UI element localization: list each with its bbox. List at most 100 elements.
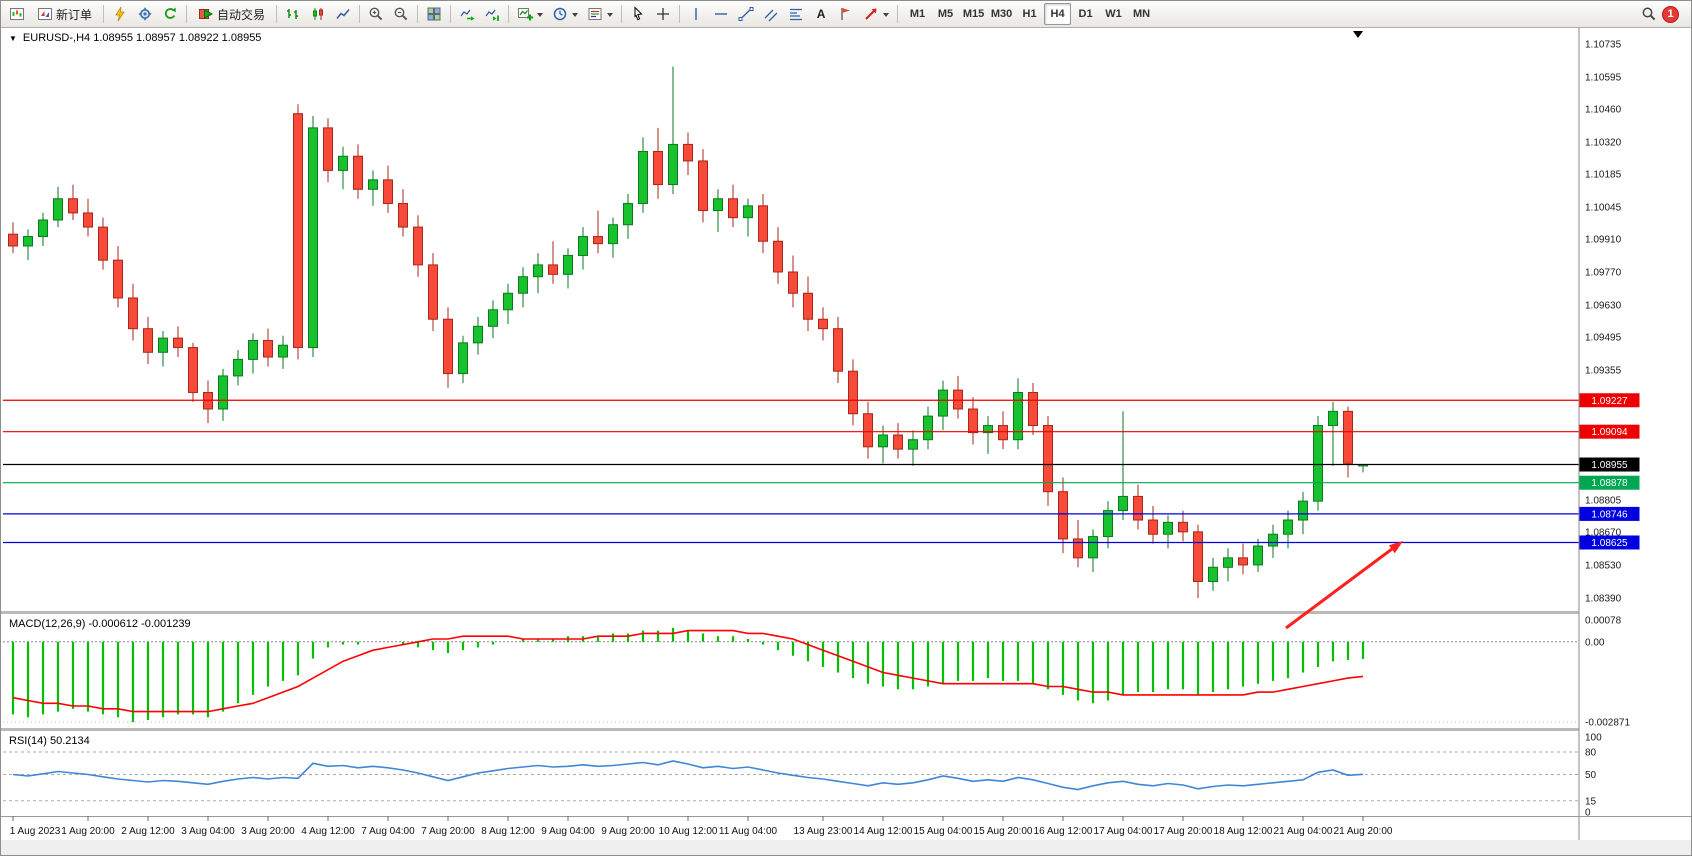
indicators-button[interactable]	[513, 3, 547, 25]
time-axis-label: 7 Aug 04:00	[361, 826, 415, 837]
time-axis-label: 10 Aug 12:00	[659, 826, 718, 837]
chart-header: ▼ EURUSD-,H4 1.08955 1.08957 1.08922 1.0…	[9, 32, 261, 44]
time-axis-label: 7 Aug 20:00	[421, 826, 475, 837]
candle-body	[713, 198, 723, 212]
timeframe-m5-button[interactable]: M5	[937, 8, 954, 20]
flag-icon	[841, 8, 851, 20]
candle-body	[788, 271, 798, 294]
tile-windows-icon	[427, 7, 441, 21]
timeframe-h4-button[interactable]: H4	[1044, 3, 1072, 25]
trendline-tool-button[interactable]	[734, 3, 758, 25]
candle-body	[1238, 557, 1248, 566]
panel-separator[interactable]	[1, 611, 1579, 614]
chart-shift-marker-icon[interactable]	[1353, 31, 1363, 38]
timeframe-m1-button[interactable]: M1	[909, 8, 926, 20]
candle-body	[38, 219, 48, 238]
label-tool-button[interactable]	[834, 3, 858, 25]
price-axis-label: 1.10460	[1585, 104, 1622, 115]
metaeditor-button[interactable]	[108, 3, 132, 25]
candle-body	[623, 202, 633, 226]
chart-shift-button[interactable]	[480, 3, 504, 25]
candle-body	[503, 292, 513, 311]
candle-body	[443, 318, 453, 375]
timeframe-d1-button[interactable]: D1	[1078, 8, 1093, 20]
refresh-button[interactable]	[158, 3, 182, 25]
crosshair-button[interactable]	[651, 3, 675, 25]
candle-body	[818, 318, 828, 330]
fibonacci-tool-button[interactable]	[784, 3, 808, 25]
auto-trading-button[interactable]: 自动交易	[191, 3, 272, 25]
candle-body	[923, 415, 933, 441]
timeframe-group: M1 M5 M15 M30 H1 H4 D1 W1 MN	[904, 3, 1155, 25]
time-axis-label: 17 Aug 04:00	[1094, 826, 1153, 837]
candle-body	[173, 337, 183, 349]
candle-body	[1163, 521, 1173, 535]
periods-button[interactable]	[548, 3, 582, 25]
search-button[interactable]	[1637, 3, 1661, 25]
bar-chart-button[interactable]	[281, 3, 305, 25]
candle-body	[593, 236, 603, 245]
toolbar-separator	[450, 5, 452, 23]
timeframe-w1-button[interactable]: W1	[1105, 8, 1122, 20]
macd-axis-label: 0.00	[1585, 637, 1605, 648]
panel-separator[interactable]	[1, 728, 1579, 731]
vertical-line-tool-button[interactable]	[684, 3, 708, 25]
notification-badge[interactable]: 1	[1662, 5, 1679, 23]
candle-body	[383, 179, 393, 204]
rsi-axis-label: 0	[1585, 808, 1591, 819]
zoom-in-button[interactable]	[364, 3, 388, 25]
candle-body	[533, 264, 543, 278]
candle-body	[1193, 531, 1203, 582]
chart-title: EURUSD-,H4 1.08955 1.08957 1.08922 1.089…	[22, 32, 262, 44]
candle-body	[1103, 510, 1113, 538]
macd-axis-label: 0.00078	[1585, 616, 1622, 627]
line-chart-button[interactable]	[331, 3, 355, 25]
arrows-tool-button[interactable]	[859, 3, 893, 25]
candlestick-chart-button[interactable]	[306, 3, 330, 25]
candle-body	[1283, 519, 1293, 535]
chart-window-icon	[10, 8, 24, 20]
candle-body	[1223, 557, 1233, 568]
rsi-axis-label: 50	[1585, 770, 1597, 781]
new-order-button[interactable]: 新订单	[30, 3, 99, 25]
text-tool-button[interactable]: A	[809, 3, 833, 25]
chart-canvas[interactable]: 1.09227 1.09094 1.08955 1.08878 1.08746 1.086…	[1, 28, 1692, 856]
price-axis-label: 1.08530	[1585, 560, 1622, 571]
svg-text:1.08955: 1.08955	[1591, 460, 1628, 471]
price-axis-label: 1.10185	[1585, 169, 1622, 180]
rsi-axis-label: 15	[1585, 796, 1597, 807]
trend-arrow-annotation[interactable]	[1285, 541, 1403, 630]
timeframe-mn-button[interactable]: MN	[1132, 8, 1151, 20]
candle-body	[1043, 425, 1053, 493]
time-axis-label: 11 Aug 04:00	[719, 826, 778, 837]
zoom-out-button[interactable]	[389, 3, 413, 25]
chart-window-icon-button[interactable]	[5, 3, 29, 25]
timeframe-h1-button[interactable]: H1	[1022, 8, 1037, 20]
caret-down-icon	[883, 12, 890, 20]
horizontal-line-tool-button[interactable]	[709, 3, 733, 25]
candlestick-icon	[313, 8, 324, 20]
cursor-button[interactable]	[626, 3, 650, 25]
candle-body	[1343, 410, 1353, 464]
lightning-icon	[115, 6, 125, 22]
auto-scroll-button[interactable]	[455, 3, 479, 25]
time-axis-label: 16 Aug 12:00	[1034, 826, 1093, 837]
time-axis-label: 8 Aug 12:00	[481, 826, 535, 837]
candle-body	[68, 198, 78, 214]
chart-menu-triangle-icon[interactable]: ▼	[9, 33, 17, 43]
options-button[interactable]	[133, 3, 157, 25]
candle-body	[158, 337, 168, 353]
tile-windows-button[interactable]	[422, 3, 446, 25]
templates-button[interactable]	[583, 3, 617, 25]
time-axis-label: 21 Aug 20:00	[1334, 826, 1393, 837]
timeframe-m15-button[interactable]: M15	[962, 8, 985, 20]
candle-body	[548, 264, 558, 275]
candle-body	[323, 127, 333, 171]
candle-body	[293, 113, 303, 349]
channel-tool-button[interactable]	[759, 3, 783, 25]
toolbar-separator	[103, 5, 105, 23]
price-axis-label: 1.08670	[1585, 527, 1622, 538]
timeframe-m30-button[interactable]: M30	[990, 8, 1013, 20]
toolbar-separator	[359, 5, 361, 23]
time-axis-label: 18 Aug 12:00	[1214, 826, 1273, 837]
